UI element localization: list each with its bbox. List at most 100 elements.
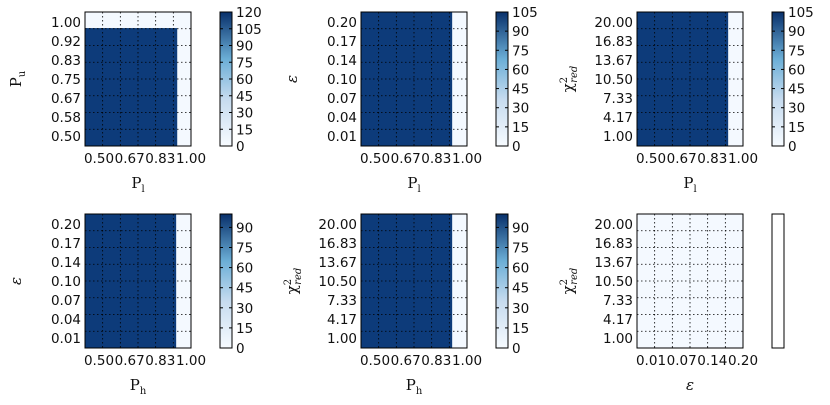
colorbar-tick-label: 75	[236, 55, 253, 71]
x-tick-label: 0.67	[667, 151, 697, 167]
y-tick-label: 4.17	[603, 312, 633, 328]
y-tick-label: 0.07	[327, 91, 357, 107]
colorbar-tick-label: 0	[236, 139, 245, 155]
y-tick-label: 16.83	[318, 236, 357, 252]
heatmap-panel-p5: 1.00 4.17 7.33 10.50 13.67 16.83 20.00 0.50 0.67…	[283, 213, 529, 397]
x-tick-label: 0.50	[636, 151, 666, 167]
colorbar-tick-label: 90	[788, 24, 805, 40]
colorbar-tick-label: 45	[512, 281, 529, 297]
y-tick-label: 0.58	[51, 110, 81, 126]
heatmap-panel-p4: 0.01 0.04 0.07 0.10 0.14 0.17 0.20 0.50 0.67 0.83…	[7, 213, 253, 397]
y-tick-label: 16.83	[594, 236, 633, 252]
heatmap-high-region	[85, 214, 177, 348]
y-tick-label: 4.17	[327, 312, 357, 328]
y-tick-label: 20.00	[594, 217, 633, 233]
y-tick-label: 0.92	[51, 34, 81, 50]
x-tick-label: 0.14	[697, 353, 727, 369]
y-tick-label: 13.67	[594, 255, 633, 271]
colorbar-tick-label: 0	[512, 341, 521, 357]
plot-frame	[636, 213, 744, 349]
colorbar-tick-label: 45	[512, 82, 529, 98]
y-tick-label: 0.17	[51, 236, 81, 252]
y-tick-label: 0.04	[51, 312, 81, 328]
x-tick-label: 0.07	[667, 353, 697, 369]
x-tick-label: 0.67	[115, 353, 145, 369]
plot-frame	[360, 11, 468, 147]
colorbar-tick-label: 60	[236, 72, 253, 88]
y-tick-label: 16.83	[594, 34, 633, 50]
colorbar-tick-label: 0	[236, 341, 245, 357]
y-tick-label: 0.75	[51, 72, 81, 88]
colorbar	[495, 11, 509, 147]
colorbar-tick-label: 75	[788, 43, 805, 59]
colorbar-tick-label: 75	[236, 241, 253, 257]
plot-frame	[84, 11, 192, 147]
colorbar-tick-label: 90	[512, 24, 529, 40]
x-tick-label: 0.83	[421, 151, 451, 167]
colorbar-tick-label: 15	[236, 321, 253, 337]
colorbar-tick-label: 30	[788, 101, 805, 117]
x-tick-label: 0.83	[145, 353, 175, 369]
heatmap-panel-p3: 1.00 4.17 7.33 10.50 13.67 16.83 20.00 0.50 0.67…	[559, 5, 814, 195]
x-tick-label: 0.83	[697, 151, 727, 167]
heatmap-panel-p6: 1.00 4.17 7.33 10.50 13.67 16.83 20.00 0.01 0.07…	[559, 213, 785, 394]
x-tick-label: 0.67	[115, 151, 145, 167]
y-tick-label: 20.00	[594, 15, 633, 31]
y-tick-label: 0.83	[51, 53, 81, 69]
y-tick-label: 10.50	[594, 72, 633, 88]
x-axis-label: Ph	[130, 376, 147, 397]
x-axis-label: ε	[686, 376, 694, 394]
y-tick-label: 20.00	[318, 217, 357, 233]
x-tick-label: 0.67	[391, 353, 421, 369]
y-axis-label: ε	[283, 75, 301, 83]
y-tick-label: 10.50	[594, 274, 633, 290]
colorbar-tick-label: 15	[236, 122, 253, 138]
colorbar-tick-label: 75	[512, 43, 529, 59]
colorbar-tick-label: 90	[236, 39, 253, 55]
heatmap-high-region	[85, 28, 178, 146]
x-tick-label: 1.00	[176, 353, 206, 369]
y-tick-label: 13.67	[318, 255, 357, 271]
colorbar-tick-label: 45	[236, 281, 253, 297]
colorbar-tick-label: 75	[512, 241, 529, 257]
x-tick-label: 0.50	[360, 353, 390, 369]
colorbar-tick-label: 60	[512, 261, 529, 277]
colorbar	[771, 213, 785, 349]
y-axis-label: χ2red	[283, 268, 304, 295]
y-tick-label: 0.04	[327, 110, 357, 126]
colorbar-tick-label: 60	[512, 62, 529, 78]
colorbar-tick-label: 120	[236, 5, 262, 21]
plot-frame	[636, 11, 744, 147]
x-tick-label: 0.83	[145, 151, 175, 167]
plot-frame	[360, 213, 468, 349]
colorbar-tick-label: 90	[236, 220, 253, 236]
x-tick-label: 1.00	[728, 151, 758, 167]
y-axis-label: Pu	[7, 70, 28, 87]
colorbar-tick-label: 30	[512, 301, 529, 317]
y-tick-label: 7.33	[603, 91, 633, 107]
y-tick-label: 0.01	[327, 129, 357, 145]
colorbar-tick-label: 15	[788, 120, 805, 136]
colorbar-tick-label: 105	[236, 22, 262, 38]
y-tick-label: 0.20	[51, 217, 81, 233]
x-tick-label: 0.50	[84, 353, 114, 369]
colorbar-tick-label: 60	[236, 261, 253, 277]
y-tick-label: 13.67	[594, 53, 633, 69]
y-tick-label: 7.33	[603, 293, 633, 309]
colorbar-tick-label: 15	[512, 120, 529, 136]
x-tick-label: 0.50	[360, 151, 390, 167]
x-tick-label: 0.83	[421, 353, 451, 369]
x-tick-label: 0.67	[391, 151, 421, 167]
y-tick-label: 4.17	[603, 110, 633, 126]
colorbar-tick-label: 105	[512, 5, 538, 21]
y-tick-label: 0.10	[51, 274, 81, 290]
y-tick-label: 0.10	[327, 72, 357, 88]
x-tick-label: 1.00	[452, 353, 482, 369]
x-tick-label: 0.20	[728, 353, 758, 369]
y-tick-label: 1.00	[51, 15, 81, 31]
colorbar-tick-label: 30	[236, 106, 253, 122]
x-axis-label: Pl	[407, 174, 420, 195]
y-tick-label: 0.01	[51, 331, 81, 347]
y-tick-label: 0.17	[327, 34, 357, 50]
